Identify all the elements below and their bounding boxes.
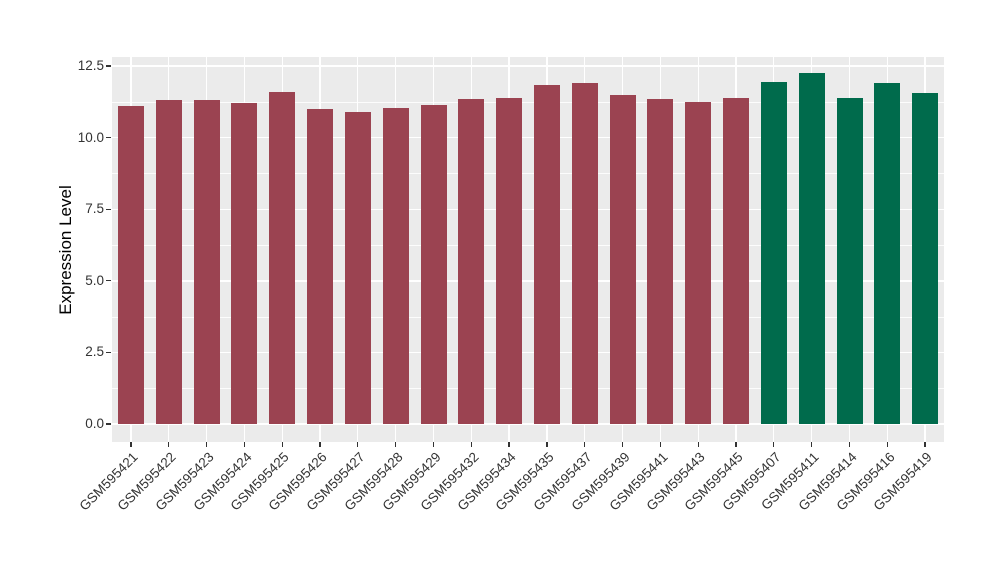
y-tick-label: 0.0 <box>85 416 104 431</box>
x-tick-mark <box>394 442 397 447</box>
gridline-minor-h <box>112 245 944 246</box>
x-tick-mark <box>584 442 586 447</box>
y-tick-mark <box>106 208 111 210</box>
x-tick-mark <box>697 442 699 447</box>
bar <box>307 109 333 424</box>
bar <box>874 83 901 424</box>
bar <box>836 97 863 424</box>
bar <box>723 97 749 424</box>
bar <box>344 111 371 424</box>
bar <box>685 101 712 424</box>
x-tick-mark <box>470 442 472 447</box>
bar <box>231 103 258 424</box>
y-tick-mark <box>106 280 111 282</box>
y-tick-mark <box>106 65 111 67</box>
x-tick-mark <box>243 442 246 447</box>
y-tick-label: 10.0 <box>77 129 104 145</box>
bar <box>912 93 939 424</box>
bar <box>496 97 523 424</box>
bar <box>533 84 560 424</box>
bar <box>760 81 787 424</box>
gridline-major-h <box>112 65 944 67</box>
bar <box>458 98 485 424</box>
x-tick-mark <box>432 442 435 447</box>
gridline-major-h <box>112 136 944 139</box>
x-tick-mark <box>735 442 737 447</box>
plot-panel <box>112 57 944 442</box>
x-tick-mark <box>848 442 851 447</box>
gridline-minor-h <box>112 101 944 103</box>
gridline-major-h <box>112 351 944 354</box>
gridline-minor-h <box>112 173 944 175</box>
y-tick-label: 12.5 <box>77 58 104 73</box>
x-tick-mark <box>508 442 510 447</box>
bar <box>571 83 598 424</box>
bar <box>117 106 144 424</box>
y-tick-mark <box>106 423 111 425</box>
y-tick-label: 5.0 <box>85 272 104 288</box>
bar <box>420 104 447 424</box>
bar <box>382 107 409 424</box>
bar <box>155 100 182 424</box>
x-tick-mark <box>621 442 624 447</box>
y-tick-label: 2.5 <box>85 344 104 360</box>
bar <box>798 73 825 424</box>
x-tick-mark <box>924 442 926 447</box>
x-tick-mark <box>357 442 359 447</box>
gridline-minor-h <box>112 388 944 389</box>
bar <box>193 100 220 424</box>
x-tick-mark <box>886 442 888 447</box>
gridline-major-h <box>112 208 944 210</box>
bar <box>647 98 674 424</box>
x-tick-mark <box>281 442 283 447</box>
x-tick-mark <box>205 442 208 447</box>
x-tick-mark <box>546 442 548 447</box>
x-tick-mark <box>319 442 321 447</box>
x-tick-mark <box>130 442 132 447</box>
gridline-major-h <box>112 423 944 425</box>
x-tick-mark <box>773 442 775 447</box>
gridline-major-h <box>112 280 944 282</box>
y-tick-mark <box>106 351 111 354</box>
bar <box>269 91 296 424</box>
gridline-minor-h <box>112 316 944 318</box>
bar <box>609 94 636 424</box>
y-tick-mark <box>106 136 111 139</box>
y-tick-label: 7.5 <box>85 201 104 217</box>
x-tick-mark <box>168 442 170 447</box>
x-tick-mark <box>810 442 813 447</box>
x-tick-mark <box>659 442 662 447</box>
